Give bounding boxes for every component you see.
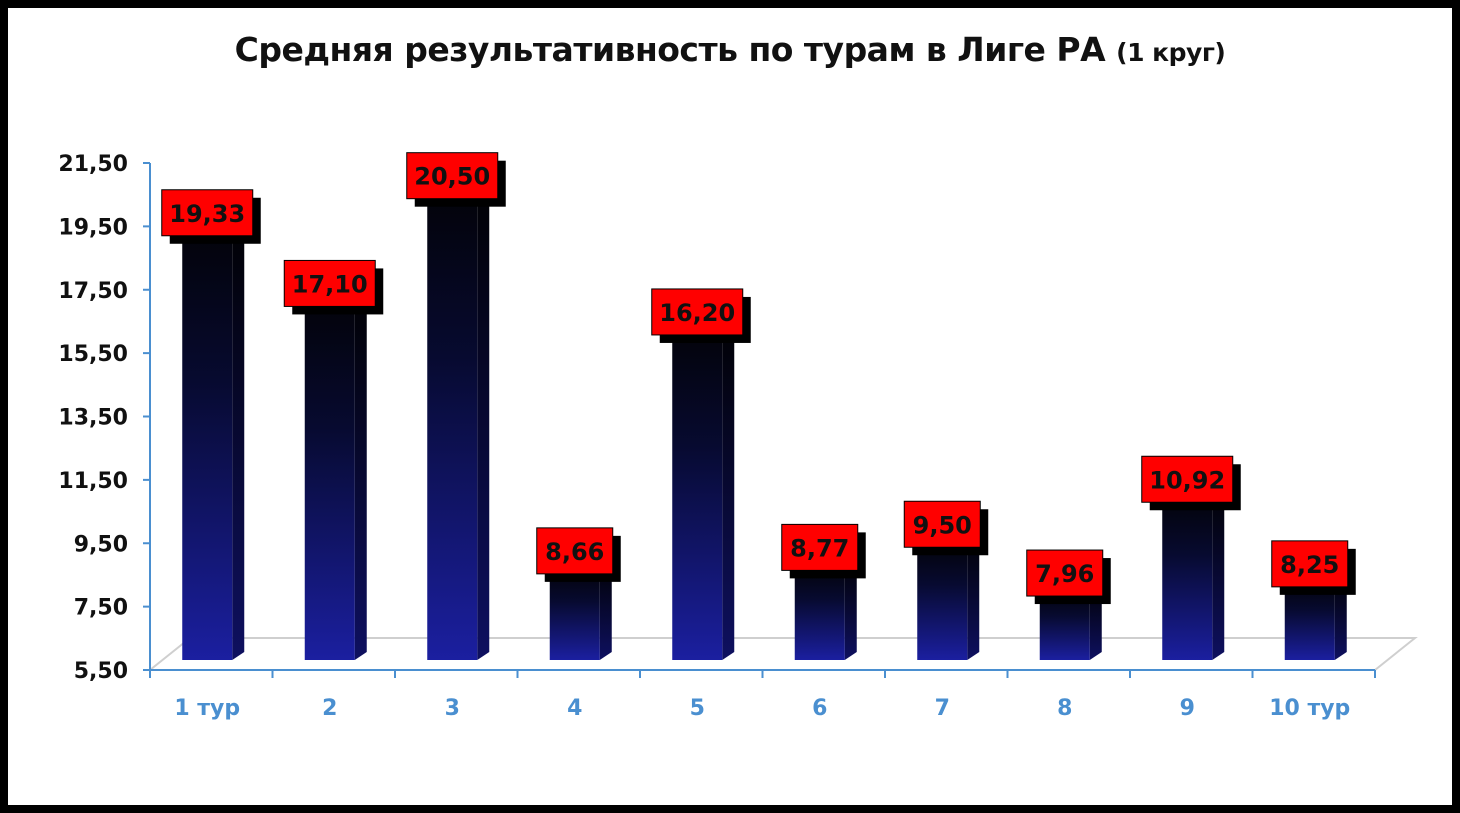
y-tick-label: 19,50	[58, 215, 128, 240]
data-label: 9,50	[903, 500, 989, 556]
bars	[182, 186, 1347, 660]
data-label: 8,77	[781, 523, 866, 579]
data-label: 16,20	[651, 288, 751, 343]
data-label-text: 8,66	[545, 538, 604, 566]
x-tick-label: 3	[445, 696, 460, 721]
bar-side	[1334, 574, 1347, 660]
bar-side	[599, 561, 612, 660]
x-tick-label: 1 тур	[174, 696, 240, 721]
chart-title-subtitle: (1 круг)	[1116, 38, 1226, 67]
bar	[182, 223, 245, 660]
y-tick-label: 9,50	[74, 532, 128, 557]
bar-front	[917, 543, 968, 660]
y-tick-label: 13,50	[58, 406, 128, 431]
bar-front	[182, 231, 233, 660]
data-label-text: 16,20	[659, 299, 735, 327]
data-label-text: 8,77	[790, 534, 849, 562]
y-tick-label: 11,50	[58, 469, 128, 494]
data-label: 10,92	[1141, 455, 1241, 511]
bar-side	[232, 223, 245, 660]
x-tick-label: 8	[1057, 696, 1072, 721]
x-tick-label: 5	[690, 696, 705, 721]
bar-side	[967, 535, 980, 660]
bar-side	[722, 322, 735, 660]
x-tick-label: 7	[935, 696, 950, 721]
data-label: 7,96	[1026, 549, 1111, 605]
x-tick-label: 2	[322, 696, 337, 721]
data-label-text: 10,92	[1149, 466, 1225, 494]
data-label-text: 20,50	[414, 163, 490, 191]
data-labels: 19,33 17,10 20,50 8,66 16,20 8,77 9,50 7,96 10,9…	[161, 152, 1356, 605]
y-tick-label: 17,50	[58, 279, 128, 304]
data-label-text: 8,25	[1280, 551, 1339, 579]
data-label-box	[283, 259, 376, 307]
bar	[1162, 490, 1225, 660]
data-label-box	[1141, 455, 1234, 503]
chart-title: Средняя результативность по турам в Лиге…	[0, 30, 1460, 69]
chart-title-main: Средняя результативность по турам в Лиге…	[234, 30, 1106, 69]
y-tick-label: 5,50	[74, 659, 128, 684]
data-label-box	[651, 288, 744, 336]
y-tick-label: 7,50	[74, 596, 128, 621]
data-label-text: 9,50	[913, 511, 972, 539]
bar-side	[844, 558, 857, 660]
x-tick-label: 10 тур	[1269, 696, 1350, 721]
bar-front	[549, 569, 600, 660]
data-label-box	[781, 523, 859, 571]
data-label-text: 17,10	[292, 270, 368, 298]
x-tick-label: 6	[812, 696, 827, 721]
data-label-box	[903, 500, 981, 548]
bar	[304, 294, 367, 660]
bar	[917, 535, 980, 660]
y-tick-label: 21,50	[58, 152, 128, 177]
bar-side	[477, 186, 490, 660]
bar	[427, 186, 490, 660]
data-label-text: 19,33	[169, 200, 245, 228]
data-label: 20,50	[406, 152, 506, 207]
bar-side	[1212, 490, 1225, 660]
data-label-box	[1271, 540, 1349, 588]
bar-front	[1284, 582, 1335, 660]
bar-front	[304, 302, 355, 660]
data-label-box	[536, 527, 614, 575]
data-label: 8,25	[1271, 540, 1356, 595]
bar-side	[354, 294, 367, 660]
data-label: 17,10	[283, 259, 384, 315]
bar	[672, 322, 735, 660]
data-label-box	[1026, 549, 1104, 597]
bar-front	[427, 194, 478, 660]
data-label-text: 7,96	[1035, 560, 1094, 588]
bar-front	[672, 330, 723, 660]
x-tick-label: 4	[567, 696, 582, 721]
bar-front	[1162, 498, 1213, 660]
data-label-box	[161, 189, 254, 237]
data-label: 19,33	[161, 189, 261, 244]
bar-front	[794, 566, 845, 660]
data-label: 8,66	[536, 527, 621, 582]
y-tick-label: 15,50	[58, 342, 128, 367]
x-tick-label: 9	[1180, 696, 1195, 721]
axes: 5,50 7,50 9,50 11,50 13,50 15,50 17,50 19,50 21,…	[58, 152, 1376, 721]
data-label-box	[406, 152, 499, 200]
